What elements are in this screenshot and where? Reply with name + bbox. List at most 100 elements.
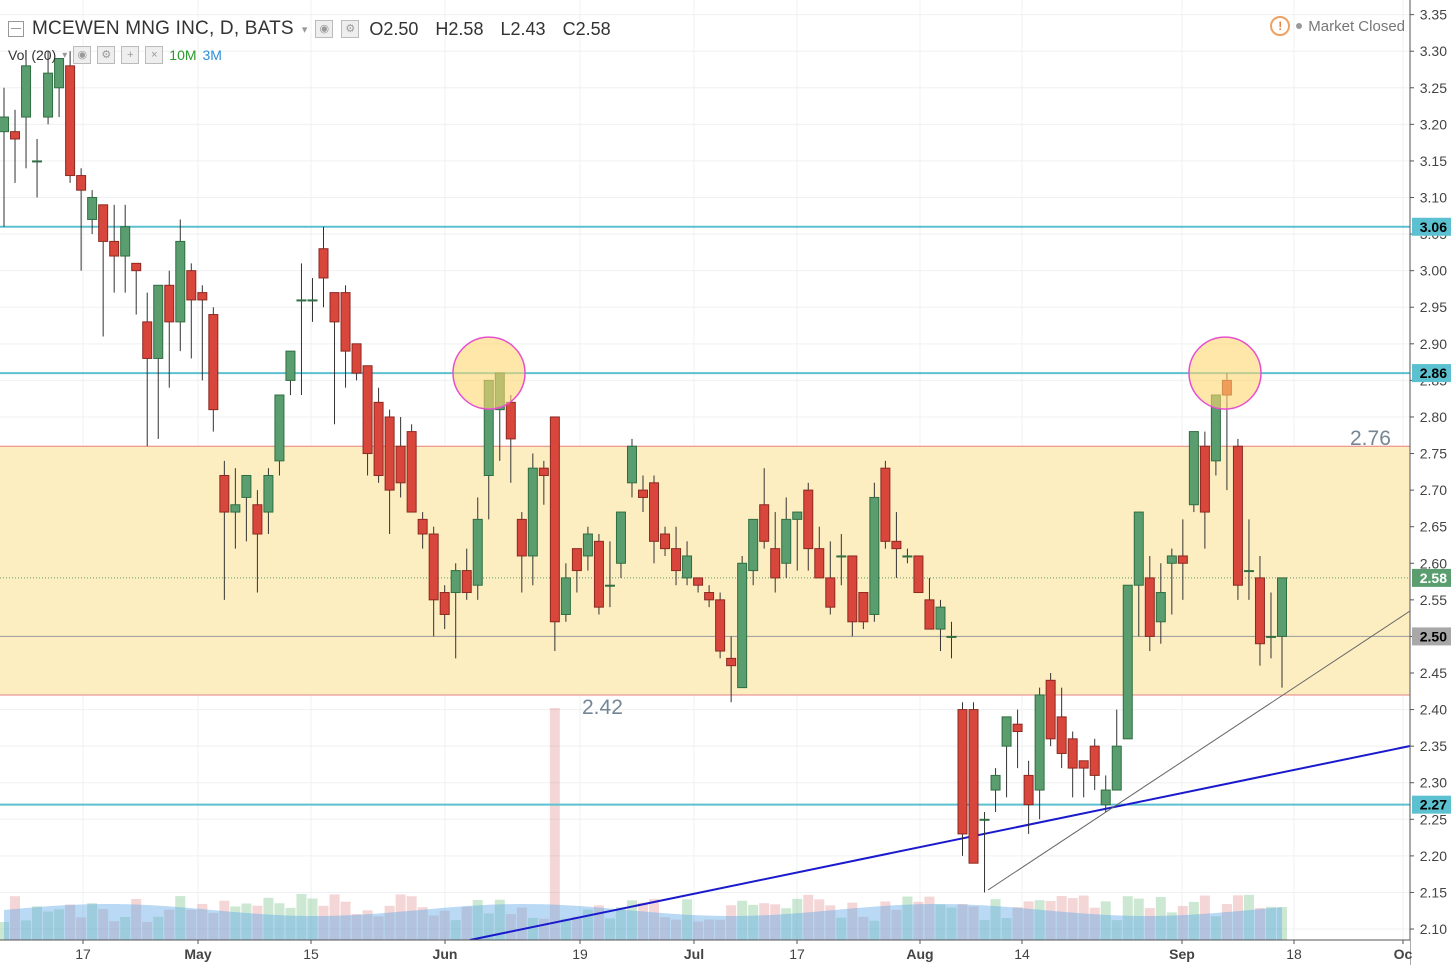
candle xyxy=(836,534,847,586)
candle-body xyxy=(1034,694,1045,791)
volume-bar xyxy=(913,901,924,940)
eye-icon[interactable]: ◉ xyxy=(315,20,334,38)
volume-bar xyxy=(428,915,439,940)
volume-settings-icon[interactable]: ⚙ xyxy=(97,46,116,64)
volume-average-area xyxy=(4,904,1282,940)
candle-body xyxy=(175,240,186,323)
candle xyxy=(924,577,935,630)
dropdown-icon[interactable]: ▾ xyxy=(301,23,308,36)
candle-body xyxy=(869,496,880,615)
volume-bar xyxy=(43,911,54,940)
candle-body xyxy=(472,518,483,586)
candle-body xyxy=(164,284,175,323)
candle-body xyxy=(384,416,395,491)
volume-bar xyxy=(1265,906,1276,940)
candle xyxy=(1188,431,1199,513)
candle xyxy=(395,416,406,498)
candle xyxy=(902,548,913,564)
candle xyxy=(417,512,428,549)
price-flag xyxy=(1412,217,1451,236)
candle-body xyxy=(913,555,924,594)
candle-body xyxy=(990,774,1001,791)
candle-body xyxy=(120,226,131,257)
volume-dropdown-icon[interactable]: ▾ xyxy=(62,49,68,61)
volume-bar xyxy=(318,905,329,940)
volume-bar xyxy=(803,894,814,940)
highlight-circle[interactable] xyxy=(452,336,526,410)
volume-add-icon[interactable]: + xyxy=(121,46,140,64)
time-tick-label: 14 xyxy=(1014,946,1030,962)
price-tick-label: 2.15 xyxy=(1420,884,1447,900)
volume-bar xyxy=(891,909,902,940)
candle xyxy=(1133,511,1144,637)
candle xyxy=(582,526,593,571)
volume-bar xyxy=(979,919,990,940)
volume-bar xyxy=(968,906,979,940)
warning-icon[interactable]: ! xyxy=(1270,16,1291,36)
candle xyxy=(869,482,880,622)
candle-body xyxy=(98,204,109,242)
candle-body xyxy=(1177,555,1188,564)
candle xyxy=(32,138,43,198)
price-tick-label: 2.80 xyxy=(1420,409,1447,425)
volume-bar xyxy=(1067,898,1078,940)
volume-legend: Vol (20) ▾ ◉ ⚙ + × 10M 3M xyxy=(8,46,222,64)
candle-body xyxy=(274,394,285,462)
candle xyxy=(781,497,792,578)
candle-body xyxy=(847,555,858,623)
candle xyxy=(979,811,990,893)
candle xyxy=(362,365,373,476)
highlight-circle[interactable] xyxy=(1188,336,1262,410)
candle xyxy=(285,350,296,396)
candle-body xyxy=(219,474,230,513)
candle-body xyxy=(560,577,571,615)
volume-label[interactable]: Vol (20) xyxy=(8,47,57,63)
candle xyxy=(296,263,307,396)
volume-bar xyxy=(263,897,274,940)
volume-bar xyxy=(219,900,230,940)
candle xyxy=(1001,716,1012,798)
volume-bar xyxy=(1243,894,1254,940)
volume-bar xyxy=(1254,907,1265,940)
candle xyxy=(1111,709,1122,791)
candle-body xyxy=(737,562,748,689)
volume-close-icon[interactable]: × xyxy=(145,46,164,64)
candle xyxy=(153,284,164,439)
candle xyxy=(726,636,737,703)
volume-bar xyxy=(649,898,660,940)
candle xyxy=(1232,438,1243,600)
volume-bar xyxy=(527,918,538,940)
symbol-title[interactable]: MCEWEN MNG INC, D, BATS xyxy=(32,18,294,39)
candle-body xyxy=(527,467,538,557)
candle-body xyxy=(549,416,560,623)
volume-bars xyxy=(0,708,1287,940)
candle xyxy=(693,577,704,593)
time-tick-label: Sep xyxy=(1169,946,1195,962)
candle xyxy=(109,204,120,293)
candle-body xyxy=(395,445,406,484)
price-tick-label: 2.65 xyxy=(1420,519,1447,535)
settings-icon[interactable]: ⚙ xyxy=(341,20,360,38)
market-status-text: Market Closed xyxy=(1308,17,1405,35)
candle-body xyxy=(516,518,527,557)
candle xyxy=(792,511,803,571)
candle-body xyxy=(351,343,362,374)
candle-body xyxy=(715,599,726,652)
volume-bar xyxy=(1166,912,1177,940)
time-axis-bg xyxy=(0,940,1410,965)
candle xyxy=(87,190,98,235)
candle xyxy=(704,585,715,608)
price-tick-label: 2.35 xyxy=(1420,738,1447,754)
candle xyxy=(0,87,9,227)
candle-body xyxy=(153,284,164,359)
candle-body xyxy=(307,299,318,302)
collapse-icon[interactable] xyxy=(8,21,24,37)
candle-body xyxy=(1122,584,1133,740)
volume-eye-icon[interactable]: ◉ xyxy=(73,46,92,64)
candle xyxy=(847,555,858,637)
candle-body xyxy=(1199,445,1210,513)
candle xyxy=(439,585,450,630)
candle-body xyxy=(406,431,417,513)
candle-body xyxy=(979,818,990,821)
